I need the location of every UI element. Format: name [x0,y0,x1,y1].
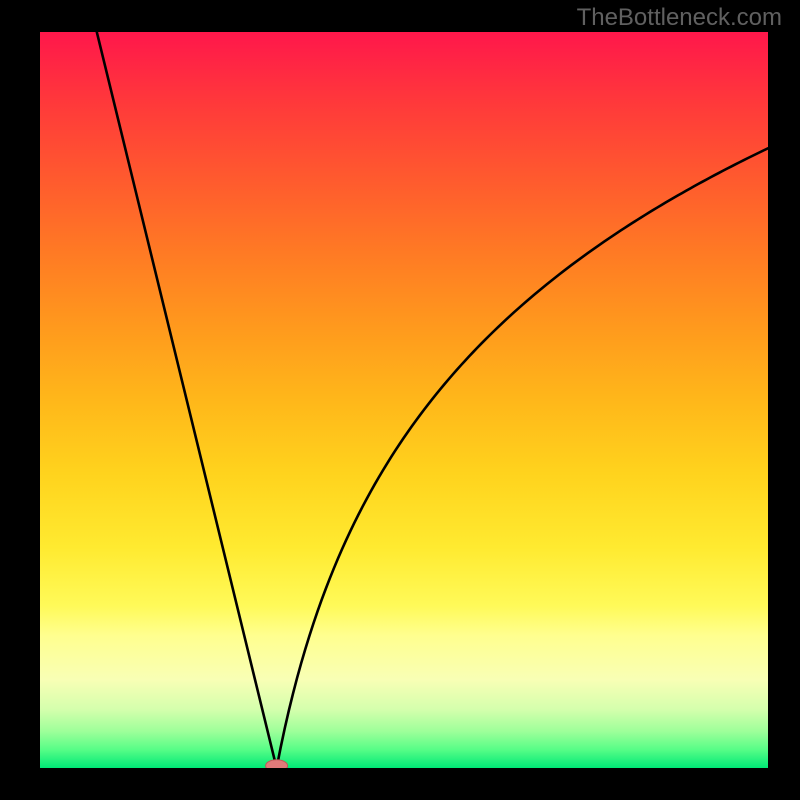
minimum-marker [266,760,288,768]
gradient-background [40,32,768,768]
plot-svg [40,32,768,768]
plot-area [40,32,768,768]
watermark-text: TheBottleneck.com [577,4,782,32]
chart-frame: TheBottleneck.com [0,0,800,800]
